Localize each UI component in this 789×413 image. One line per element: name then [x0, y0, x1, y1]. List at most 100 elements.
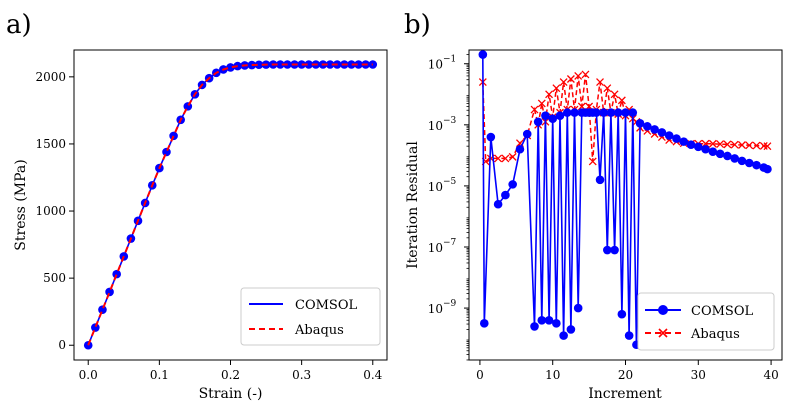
panel-b-comsol-point	[533, 117, 543, 127]
panel-b-comsol-point	[643, 122, 652, 131]
panel-b-abaqus-point	[501, 154, 510, 163]
panel-b-comsol-point	[537, 315, 547, 325]
panel-a-legend-abaqus: Abaqus	[294, 323, 344, 338]
panel-b-ytick-exponent: −1	[443, 55, 456, 65]
panel-a-ytick-label: 1500	[35, 137, 66, 151]
panel-b-comsol-point	[508, 180, 517, 189]
panel-b-abaqus-point	[745, 141, 754, 150]
panel-b-comsol-point	[621, 108, 630, 117]
panel-b-abaqus-point	[738, 141, 746, 149]
panel-b-abaqus-point	[752, 141, 761, 150]
panel-b-abaqus-point	[545, 90, 554, 99]
panel-b-ytick-exponent: −9	[443, 299, 457, 309]
panel-b-comsol-point	[686, 140, 696, 149]
panel-b-ytick-exponent: −3	[443, 116, 457, 126]
panel-b-abaqus-point	[581, 70, 590, 79]
panel-b-xlabel: Increment	[588, 386, 662, 402]
panel-b-comsol-point	[486, 132, 496, 142]
panel-b-abaqus-point	[596, 78, 604, 87]
panel-b-xtick-label: 20	[618, 368, 633, 382]
panel-b-ytick-base: 10	[428, 180, 443, 194]
panel-a-label: a)	[6, 10, 32, 40]
panel-b-abaqus-point	[494, 154, 503, 163]
panel-b-comsol-point	[752, 160, 761, 170]
panel-b-legend: COMSOL Abaqus	[637, 292, 775, 351]
panel-b-comsol-point	[570, 108, 579, 117]
panel-b-ytick-base: 10	[428, 241, 443, 255]
panel-b-comsol-point	[566, 325, 576, 334]
panel-a-comsol-point	[354, 60, 363, 69]
panel-a-comsol-point	[304, 60, 314, 69]
panel-a-ticks: 0.0 0.1 0.2 0.3 0.4 0 500 1000 1500 2000	[35, 70, 382, 382]
panel-b-xtick-label: 40	[763, 368, 778, 382]
panel-b-abaqus-point	[763, 142, 772, 151]
panel-b-xtick-label: 10	[545, 368, 560, 382]
panel-b-comsol-point	[555, 111, 565, 120]
panel-a-ytick-label: 0	[58, 338, 66, 352]
panel-a-comsol-point	[105, 287, 114, 297]
panel-b-comsol-point	[522, 129, 532, 139]
panel-b-comsol-point	[595, 175, 605, 185]
panel-b-comsol-point	[573, 303, 583, 313]
panel-b-legend-comsol-marker	[658, 305, 668, 315]
panel-a-legend: COMSOL Abaqus	[240, 287, 381, 346]
panel-b-abaqus-point	[730, 140, 739, 149]
panel-a-comsol-point	[297, 60, 306, 69]
panel-a-comsol-point	[83, 340, 93, 350]
panel-a-comsol-point	[325, 60, 335, 69]
panel-a-comsol-point	[112, 269, 121, 279]
panel-b-comsol-point	[628, 108, 638, 117]
panel-b-abaqus-point	[508, 152, 517, 161]
panel-b-abaqus-point	[723, 140, 732, 149]
panel-b-ytick-base: 10	[428, 302, 443, 316]
panel-b-abaqus-point	[566, 75, 575, 83]
panel-b-abaqus-point	[610, 90, 619, 99]
panel-b-comsol-point	[657, 128, 667, 137]
panel-b-comsol-point	[544, 315, 554, 325]
panel-a-comsol-point	[183, 102, 193, 111]
panel-b-abaqus-point	[574, 72, 583, 80]
panel-b-legend-comsol: COMSOL	[691, 304, 753, 319]
panel-b-abaqus-point	[559, 78, 568, 87]
panel-b-comsol-point	[723, 151, 732, 161]
panel-b-abaqus-point	[530, 105, 539, 114]
panel-b-comsol-point	[708, 147, 718, 157]
panel-b-comsol-point	[559, 331, 568, 340]
panel-b-comsol-point	[617, 309, 627, 319]
panel-b-ylabel: Iteration Residual	[405, 141, 421, 269]
panel-b-comsol-point	[737, 156, 747, 166]
panel-b-comsol-point	[599, 108, 608, 117]
panel-b-abaqus-point	[588, 157, 597, 166]
panel-a-xtick-label: 0.2	[221, 368, 240, 382]
panel-b-comsol-point	[610, 245, 619, 255]
panel-a-series	[83, 60, 378, 350]
panel-a-xtick-label: 0.3	[292, 368, 311, 382]
panel-b-comsol-point	[603, 245, 612, 255]
panel-b-series	[478, 50, 772, 350]
panel-a-comsol-point	[169, 131, 178, 141]
panel-b-abaqus-point	[552, 84, 561, 93]
panel-b-comsol-point	[562, 108, 572, 117]
panel-b-ytick-exponent: −7	[443, 238, 457, 248]
panel-a-comsol-point	[347, 60, 356, 69]
panel-a-comsol-point	[162, 147, 171, 157]
panel-b-ytick-base: 10	[428, 119, 443, 133]
panel-b-ytick-exponent: −5	[443, 177, 457, 187]
panel-b-comsol-point	[548, 114, 558, 124]
panel-a-comsol-point	[254, 60, 264, 70]
panel-b-comsol-point	[664, 131, 674, 140]
panel-a-ytick-label: 500	[43, 271, 66, 285]
panel-b-abaqus-point	[537, 99, 546, 108]
panel-b-comsol-point	[541, 111, 550, 120]
panel-b-abaqus-point	[603, 84, 612, 93]
panel-a-comsol-point	[275, 60, 285, 69]
panel-a-comsol-point	[98, 305, 107, 314]
panel-a-xtick-label: 0.1	[150, 368, 169, 382]
panel-a-chart: 0.0 0.1 0.2 0.3 0.4 0 500 1000 1500 2000 Strain (…	[13, 49, 388, 402]
panel-a-comsol-point	[91, 323, 100, 332]
panel-b-xtick-label: 30	[691, 368, 706, 382]
panel-b-comsol-point	[763, 164, 772, 174]
